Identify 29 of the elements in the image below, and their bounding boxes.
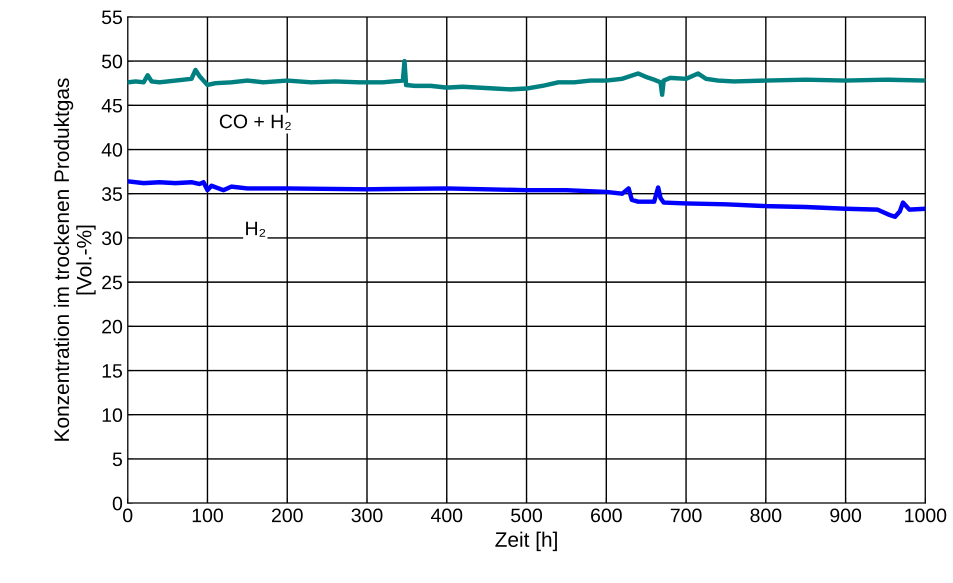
x-tick-label: 300 [352,508,382,522]
y-tick-label: 20 [102,320,122,334]
y-tick-label: 45 [102,98,122,113]
y-tick-label: 0 [112,496,122,510]
y-tick-label: 50 [102,54,122,68]
y-tick-label: 10 [102,408,122,422]
y-tick-label: 40 [102,142,122,157]
line-series [128,179,926,219]
x-axis-title: Zeit [h] [495,532,557,552]
y-tick-label: 25 [102,276,122,290]
x-tick-label: 1000 [905,508,946,522]
x-tick-label: 500 [511,508,542,522]
line-series [128,58,926,97]
y-tick-label: 5 [112,452,122,466]
series-label: H₂ [246,222,266,237]
x-tick-label: 400 [430,508,462,522]
x-tick-label: 900 [830,508,862,522]
y-tick-label: 30 [102,231,122,246]
x-tick-label: 600 [591,508,622,522]
y-tick-label: 55 [102,10,122,24]
y-tick-label: 15 [102,364,122,378]
series-label: CO + H₂ [220,114,291,130]
x-tick-label: 200 [272,508,303,522]
x-tick-label: 800 [750,508,782,522]
x-tick-label: 0 [123,508,132,522]
x-tick-label: 100 [192,508,223,522]
x-tick-label: 700 [670,508,702,522]
y-tick-label: 35 [102,187,122,201]
y-axis-title: Konzentration im trockenen Produktgas [Vol.-%] [54,78,96,441]
